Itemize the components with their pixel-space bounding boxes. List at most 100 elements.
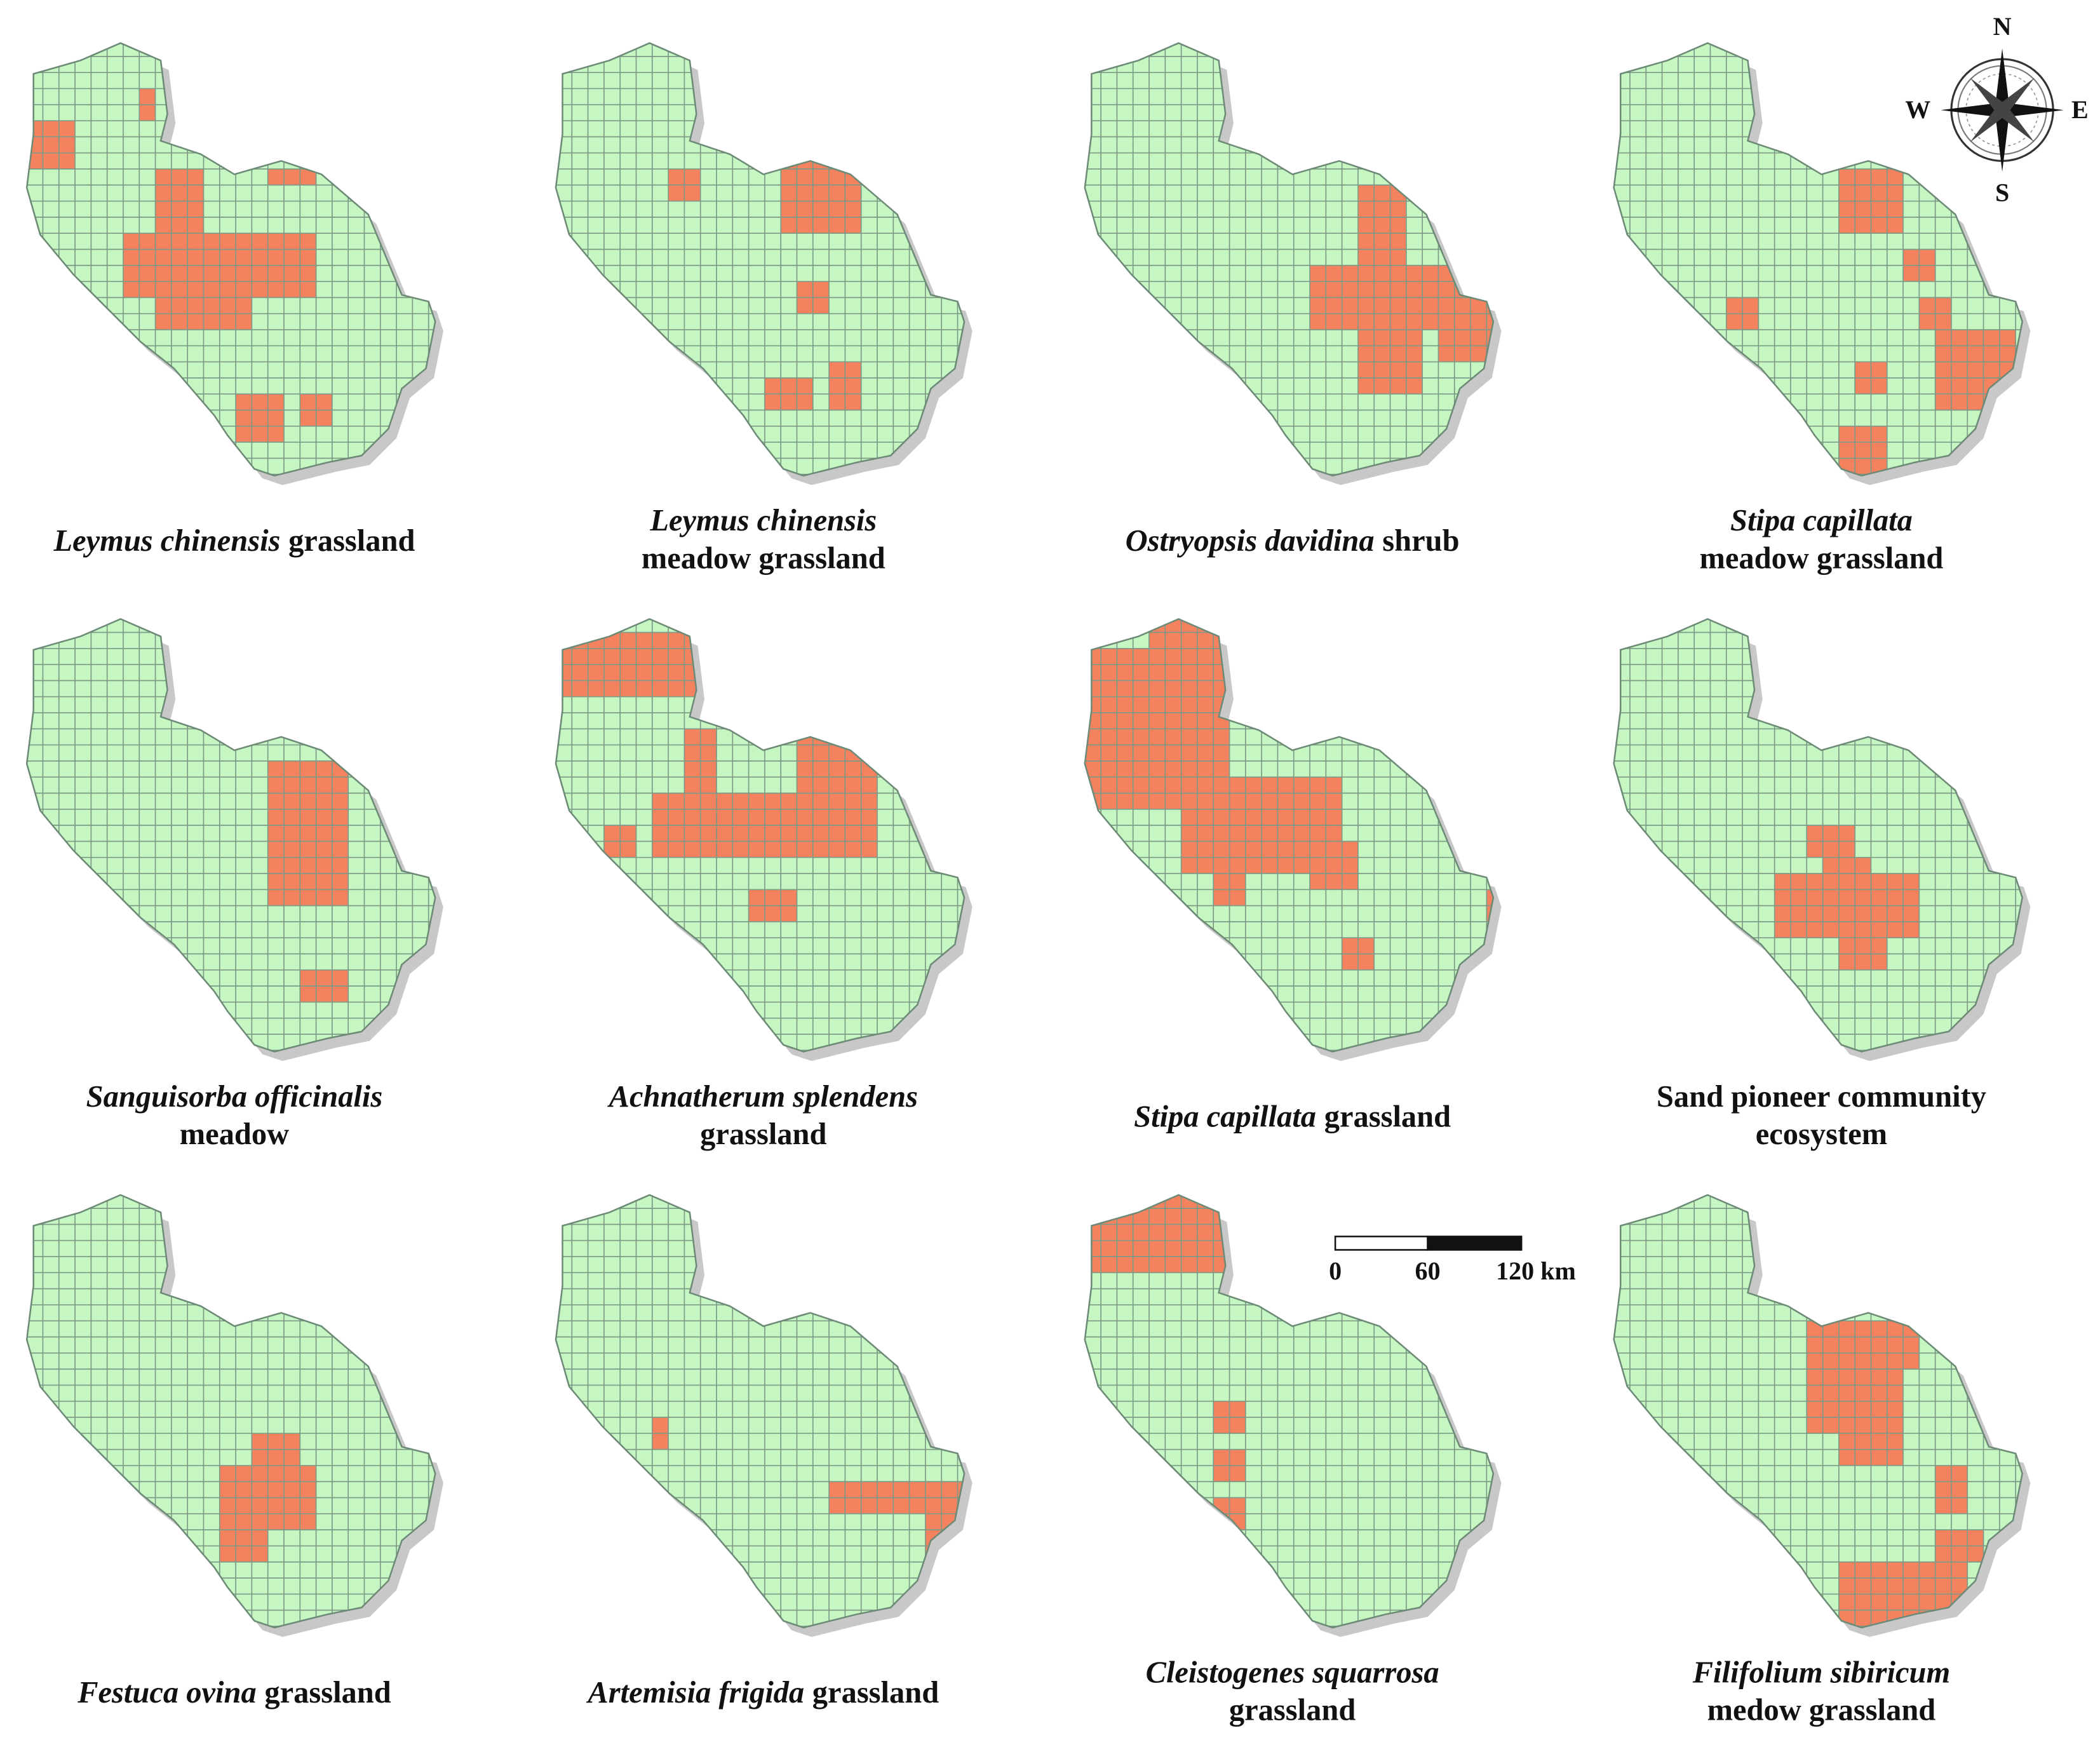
region [1084, 1195, 1493, 1628]
region-border [25, 42, 436, 477]
habitat-cell [27, 121, 76, 169]
caption: meadow grassland [642, 541, 885, 575]
caption: medow grassland [1707, 1694, 1936, 1727]
caption: meadow grassland [1700, 541, 1944, 575]
caption-part: grassland [700, 1117, 826, 1151]
map-panel: Stipa capillata grassland [1084, 618, 1502, 1133]
habitat-cell [1838, 426, 1887, 475]
caption-part: Filifolium sibiricum [1692, 1656, 1950, 1689]
caption-part: Cleistogenes squarrosa [1146, 1656, 1439, 1689]
map-panel: Ostryopsis davidina shrub [1084, 42, 1502, 558]
caption: Cleistogenes squarrosa [1146, 1656, 1439, 1689]
caption: Sand pioneer community [1657, 1080, 1986, 1114]
region-border [555, 42, 966, 477]
caption: grassland [1229, 1694, 1356, 1727]
scale-label: 0 [1329, 1257, 1342, 1285]
caption-part: Achnatherum splendens [607, 1080, 918, 1114]
compass-needle [1996, 104, 2035, 142]
region [555, 1195, 965, 1628]
compass-label: S [1995, 179, 2009, 207]
scale-bar-segment [1334, 1236, 1429, 1251]
caption: Stipa capillata grassland [1134, 1100, 1451, 1133]
scale-label: 60 [1415, 1257, 1441, 1285]
caption: Sanguisorba officinalis [86, 1080, 383, 1114]
caption-part: Leymus chinensis [53, 524, 280, 558]
caption-part: grassland [1324, 1100, 1451, 1133]
caption: Stipa capillata [1730, 504, 1913, 537]
caption-part: Sand pioneer community [1657, 1080, 1986, 1114]
compass-needle [1970, 78, 2008, 116]
caption-part: Ostryopsis davidina [1126, 524, 1375, 558]
habitat-cell [1935, 329, 2016, 410]
caption-part: grassland [288, 524, 415, 558]
caption-part: meadow [180, 1117, 289, 1151]
region [27, 1195, 436, 1628]
caption: meadow [180, 1117, 289, 1151]
region [1084, 43, 1493, 476]
caption: Leymus chinensis grassland [53, 524, 415, 558]
caption: Ostryopsis davidina shrub [1126, 524, 1460, 558]
caption: Leymus chinensis [649, 504, 877, 537]
map-panel: Cleistogenes squarrosa grassland [1084, 1194, 1502, 1727]
region-border [1084, 618, 1495, 1053]
region [555, 43, 965, 476]
caption-part: Leymus chinensis [649, 504, 877, 537]
map-panel: Leymus chinensis meadow grassland [555, 42, 973, 575]
caption: Filifolium sibiricum [1692, 1656, 1950, 1689]
caption-part: medow grassland [1707, 1694, 1936, 1727]
region [27, 619, 436, 1052]
caption-part: grassland [1229, 1694, 1356, 1727]
region-border [555, 618, 966, 1053]
compass-needle [1941, 103, 2003, 117]
caption-part: Stipa capillata [1134, 1100, 1316, 1133]
compass-needle [1995, 110, 2009, 172]
habitat-cell [1310, 841, 1358, 890]
compass-needle [2002, 103, 2064, 117]
compass-label: N [1993, 12, 2012, 41]
caption: Achnatherum splendens [607, 1080, 918, 1114]
region-border [25, 618, 436, 1053]
caption: Festuca ovina grassland [77, 1676, 391, 1710]
caption-part: grassland [264, 1676, 391, 1710]
region-border [1613, 618, 2024, 1053]
caption: Artemisia frigida grassland [586, 1676, 939, 1710]
habitat-cell [267, 168, 316, 185]
region-cells [1084, 619, 1493, 1052]
habitat-cell [236, 394, 284, 443]
caption-part: ecosystem [1756, 1117, 1887, 1151]
caption-part: grassland [812, 1676, 939, 1710]
map-panel: Artemisia frigida grassland [555, 1194, 973, 1710]
region-border [25, 1194, 436, 1629]
compass-label: E [2071, 95, 2089, 124]
compass-label: W [1905, 95, 1930, 124]
habitat-cell [1357, 185, 1406, 266]
compass [1941, 48, 2064, 172]
scale-label: 120 km [1496, 1257, 1576, 1285]
map-panel: Filifolium sibiricum medow grassland [1613, 1194, 2031, 1727]
habitat-cell [267, 760, 349, 906]
habitat-cell [1438, 313, 1493, 362]
map-panel: Leymus chinensis grassland [25, 42, 443, 558]
caption: ecosystem [1756, 1117, 1887, 1151]
region-border [1084, 1194, 1495, 1629]
caption-part: shrub [1382, 524, 1459, 558]
habitat-cell [797, 729, 878, 809]
caption: grassland [700, 1117, 826, 1151]
caption-part: Stipa capillata [1730, 504, 1913, 537]
region-border [1084, 42, 1495, 477]
caption-part: Sanguisorba officinalis [86, 1080, 383, 1114]
habitat-cell [1822, 857, 1871, 874]
region-border [1613, 42, 2024, 477]
region [1613, 43, 2023, 476]
scale-bar-segment [1427, 1236, 1523, 1251]
caption-part: meadow grassland [642, 541, 885, 575]
region-border [555, 1194, 966, 1629]
caption-part: Artemisia frigida [586, 1676, 804, 1710]
region-border [1613, 1194, 2024, 1629]
caption-part: Festuca ovina [77, 1676, 256, 1710]
